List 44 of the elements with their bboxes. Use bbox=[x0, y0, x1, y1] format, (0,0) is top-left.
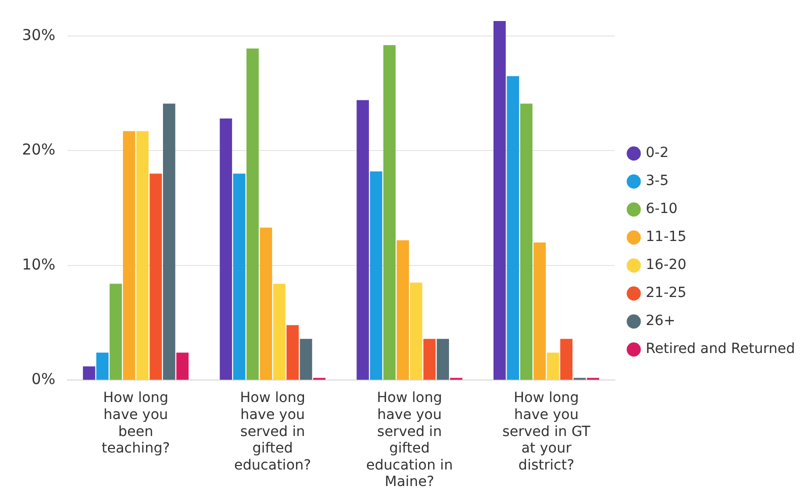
bar bbox=[506, 76, 520, 380]
legend-label: 16-20 bbox=[646, 257, 686, 274]
legend-label: 6-10 bbox=[646, 201, 678, 218]
bar bbox=[423, 338, 436, 380]
bar bbox=[396, 240, 409, 380]
y-tick-label: 30% bbox=[22, 26, 56, 44]
bar bbox=[300, 338, 312, 380]
bar bbox=[162, 104, 176, 380]
bar bbox=[136, 131, 149, 380]
bar bbox=[220, 118, 232, 380]
x-tick-label: How long have you served in GT at your district? bbox=[502, 390, 591, 474]
bar bbox=[110, 284, 122, 380]
bar bbox=[383, 45, 396, 380]
bar bbox=[96, 352, 109, 380]
bar bbox=[546, 352, 560, 380]
bar bbox=[534, 242, 546, 380]
legend-label: 0-2 bbox=[646, 145, 669, 162]
x-tick-label: How long have you been teaching? bbox=[102, 390, 170, 457]
bar bbox=[436, 338, 449, 380]
x-tick-label: How long have you served in gifted education in Maine? bbox=[366, 390, 453, 490]
bar bbox=[246, 48, 259, 380]
bar bbox=[286, 325, 299, 380]
legend-label: Retired and Returned bbox=[646, 341, 796, 358]
bar bbox=[82, 366, 96, 380]
bar bbox=[233, 174, 246, 380]
bar bbox=[273, 284, 286, 380]
y-tick-label: 10% bbox=[22, 255, 56, 274]
y-tick-label: 0% bbox=[32, 370, 56, 388]
legend-label: 21-25 bbox=[646, 285, 686, 302]
x-tick-label: How long have you served in gifted education? bbox=[234, 390, 312, 474]
legend-label: 26+ bbox=[646, 313, 676, 330]
bar bbox=[410, 282, 422, 380]
bar bbox=[176, 352, 189, 380]
legend-label: 3-5 bbox=[646, 173, 669, 190]
bar bbox=[520, 104, 532, 380]
legend-label: 11-15 bbox=[646, 229, 686, 246]
bar bbox=[260, 228, 272, 380]
bar bbox=[560, 338, 572, 380]
y-tick-label: 20% bbox=[22, 140, 56, 159]
bar bbox=[370, 171, 382, 380]
bar bbox=[150, 174, 162, 380]
bar bbox=[122, 131, 136, 380]
bar bbox=[493, 21, 506, 380]
bar bbox=[356, 100, 369, 380]
